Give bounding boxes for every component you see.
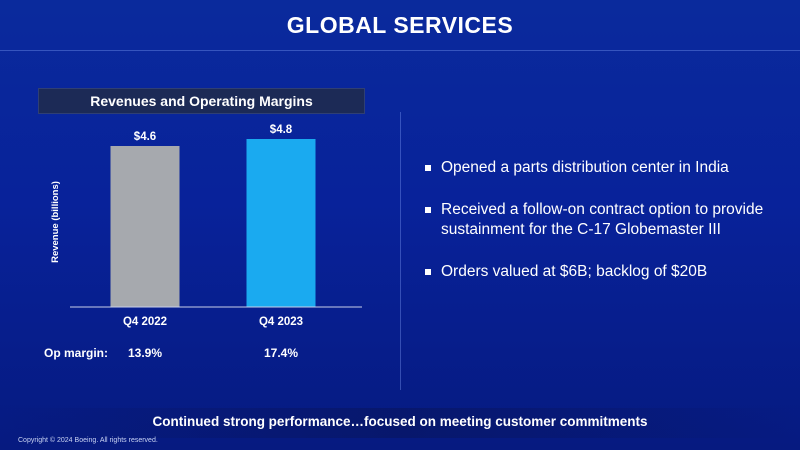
footer-band [0, 408, 800, 438]
data-label-q4-2023: $4.8 [270, 124, 293, 136]
bar-q4-2022 [110, 146, 180, 307]
title-divider [0, 50, 800, 51]
footer-tagline: Continued strong performance…focused on … [152, 414, 648, 429]
bar-q4-2023 [246, 139, 316, 307]
list-item: Orders valued at $6B; backlog of $20B [425, 262, 795, 282]
bullet-text: Received a follow-on contract option to … [441, 201, 764, 238]
highlights-list: Opened a parts distribution center in In… [425, 158, 795, 304]
x-tick-label-q4-2023: Q4 2023 [259, 316, 303, 328]
list-item: Opened a parts distribution center in In… [425, 158, 795, 178]
op-margin-value-q4-2023: 17.4% [263, 346, 299, 360]
chart-title: Revenues and Operating Margins [38, 88, 365, 114]
bullet-text: Orders valued at $6B; backlog of $20B [441, 263, 708, 280]
op-margin-label: Op margin: [44, 346, 109, 360]
bullet-square-icon [425, 165, 431, 171]
copyright-notice: Copyright © 2024 Boeing. All rights rese… [18, 437, 158, 444]
op-margin-value-q4-2022: 13.9% [127, 346, 163, 360]
y-axis-label: Revenue (billions) [50, 181, 61, 263]
list-item: Received a follow-on contract option to … [425, 200, 795, 240]
bullet-text: Opened a parts distribution center in In… [441, 159, 729, 176]
section-divider [400, 112, 401, 390]
data-label-q4-2022: $4.6 [134, 131, 156, 143]
bullet-square-icon [425, 269, 431, 275]
x-tick-label-q4-2022: Q4 2022 [123, 316, 167, 328]
revenue-bar-chart: Revenue (billions) $4.6 Q4 2022 $4.8 Q4 2023 [50, 124, 362, 328]
slide-title: GLOBAL SERVICES [286, 12, 514, 38]
bullet-square-icon [425, 207, 431, 213]
